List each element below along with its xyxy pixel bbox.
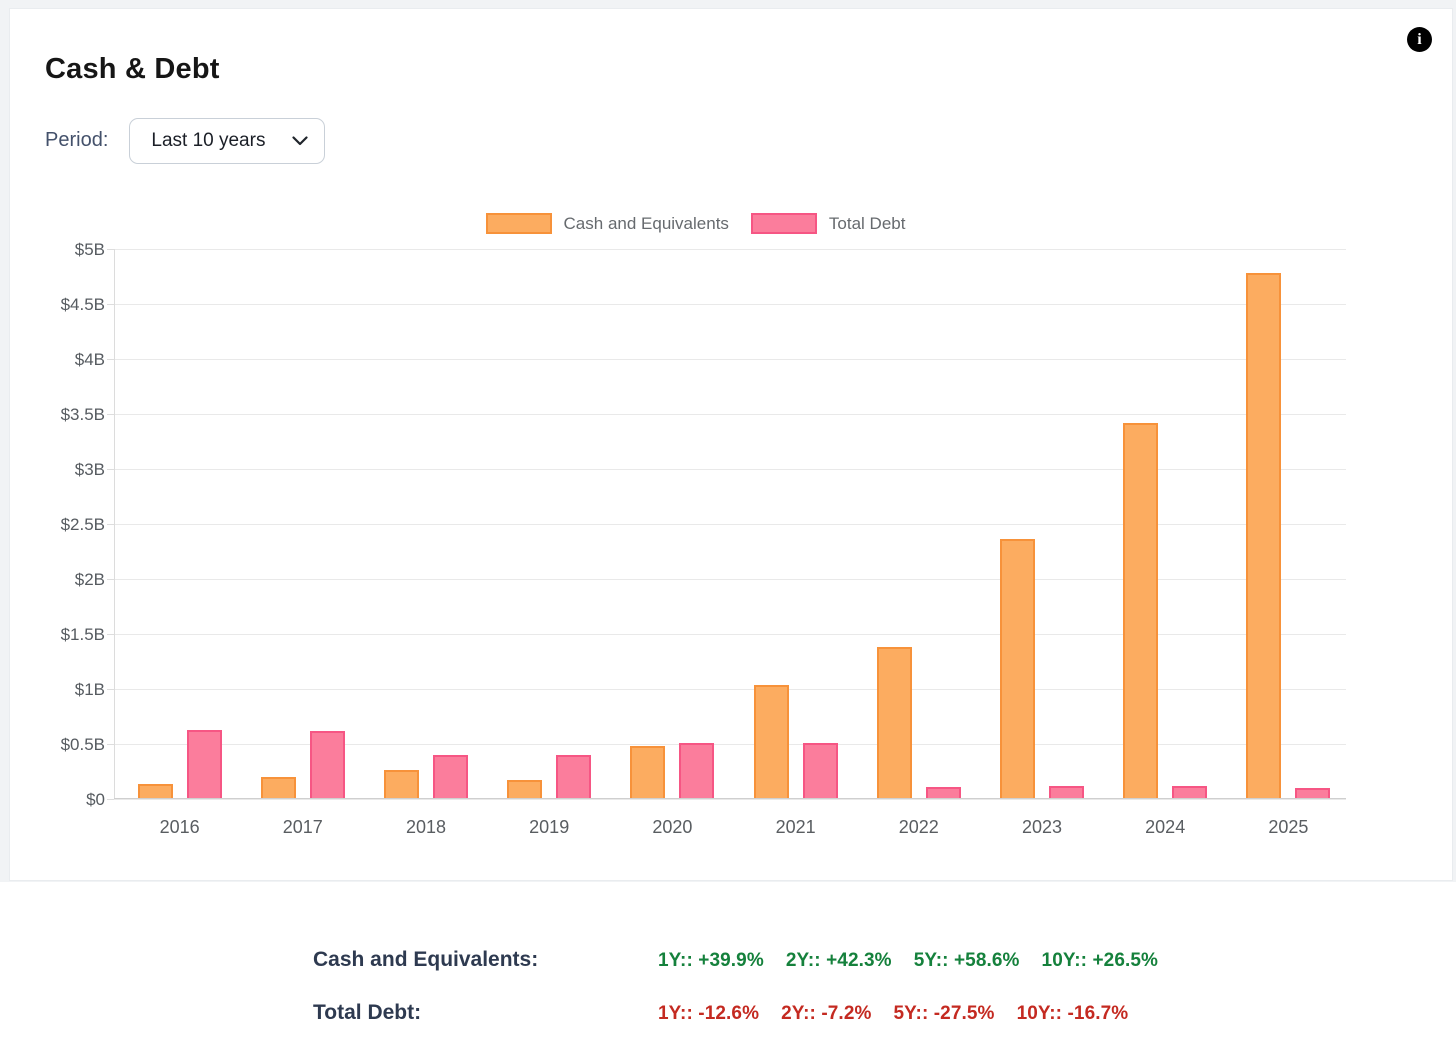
y-tick-mark bbox=[107, 413, 114, 415]
bar-cash-2022[interactable] bbox=[876, 647, 912, 799]
stat-item: 1Y:: -12.6% bbox=[658, 1003, 760, 1024]
y-axis-label: $0.5B bbox=[60, 735, 105, 754]
chevron-down-icon bbox=[292, 135, 308, 146]
gridline bbox=[114, 743, 1346, 745]
y-tick-mark bbox=[107, 798, 114, 800]
period-row: Period: Last 10 years bbox=[45, 117, 326, 164]
gridline bbox=[114, 358, 1346, 360]
legend-swatch-debt bbox=[750, 213, 817, 234]
page-title: Cash & Debt bbox=[45, 53, 220, 85]
stat-item: 10Y:: -16.7% bbox=[1016, 1003, 1129, 1024]
bar-cash-2016[interactable] bbox=[137, 784, 173, 799]
legend-label-cash: Cash and Equivalents bbox=[563, 213, 729, 233]
bar-cash-2021[interactable] bbox=[753, 685, 789, 799]
bar-debt-2016[interactable] bbox=[186, 730, 222, 799]
chart-legend: Cash and Equivalents Total Debt bbox=[45, 213, 1346, 234]
gridline bbox=[114, 468, 1346, 470]
y-tick-mark bbox=[107, 633, 114, 635]
stat-label-debt: Total Debt: bbox=[313, 1001, 422, 1024]
x-axis-label-2016: 2016 bbox=[159, 817, 200, 837]
x-axis-label-2024: 2024 bbox=[1145, 817, 1186, 837]
y-axis-label: $2B bbox=[74, 570, 105, 589]
y-tick-mark bbox=[107, 248, 114, 250]
stats-row-debt: Total Debt: 1Y:: -12.6% 2Y:: -7.2% 5Y:: -2… bbox=[313, 1001, 1413, 1025]
gridline bbox=[114, 688, 1346, 690]
bar-debt-2025[interactable] bbox=[1295, 788, 1331, 799]
x-axis-label-2025: 2025 bbox=[1268, 817, 1309, 837]
y-axis-label: $4B bbox=[74, 350, 105, 369]
y-axis-label: $3.5B bbox=[60, 405, 105, 424]
bar-chart: $0 $0.5B $1B $1.5B $2B $2.5B $3B $3.5B $4B $4.5B $… bbox=[45, 240, 1346, 861]
bar-debt-2019[interactable] bbox=[556, 755, 592, 799]
bar-cash-2024[interactable] bbox=[1123, 423, 1159, 799]
stat-item: 5Y:: +58.6% bbox=[913, 950, 1020, 971]
stat-item: 2Y:: +42.3% bbox=[785, 950, 892, 971]
stat-item: 2Y:: -7.2% bbox=[781, 1003, 872, 1024]
stat-item: 10Y:: +26.5% bbox=[1041, 950, 1159, 971]
bar-debt-2022[interactable] bbox=[925, 787, 961, 799]
y-axis-label: $5B bbox=[74, 240, 105, 259]
x-axis-label-2022: 2022 bbox=[898, 817, 939, 837]
bar-debt-2024[interactable] bbox=[1172, 786, 1208, 799]
y-axis-label: $2.5B bbox=[60, 515, 105, 534]
period-select-value: Last 10 years bbox=[151, 129, 266, 151]
period-label: Period: bbox=[45, 129, 109, 151]
bar-cash-2025[interactable] bbox=[1246, 273, 1282, 799]
info-icon[interactable]: i bbox=[1407, 27, 1432, 52]
gridline bbox=[114, 633, 1346, 635]
stat-label-cash: Cash and Equivalents: bbox=[313, 948, 539, 971]
gridline bbox=[114, 798, 1346, 800]
y-axis-label: $1B bbox=[74, 680, 105, 699]
y-axis-label: $0 bbox=[86, 790, 105, 809]
bar-cash-2023[interactable] bbox=[1000, 539, 1035, 799]
gridline bbox=[114, 578, 1346, 580]
y-tick-mark bbox=[107, 578, 114, 580]
period-select[interactable]: Last 10 years bbox=[129, 117, 326, 164]
y-tick-mark bbox=[107, 743, 114, 745]
x-axis-line bbox=[114, 798, 1346, 799]
bar-debt-2017[interactable] bbox=[309, 731, 345, 799]
x-axis-label-2020: 2020 bbox=[652, 817, 693, 837]
x-axis-label-2021: 2021 bbox=[775, 817, 816, 837]
y-axis-label: $1.5B bbox=[60, 625, 105, 644]
x-axis-label-2019: 2019 bbox=[529, 817, 570, 837]
cash-debt-card: i Cash & Debt Period: Last 10 years Cash… bbox=[9, 8, 1453, 881]
y-tick-mark bbox=[107, 358, 114, 360]
y-tick-mark bbox=[107, 468, 114, 470]
x-axis-label-2018: 2018 bbox=[405, 817, 447, 837]
bar-cash-2018[interactable] bbox=[384, 770, 419, 799]
y-axis-label: $4.5B bbox=[60, 295, 105, 314]
bar-cash-2017[interactable] bbox=[260, 777, 296, 799]
legend-label-debt: Total Debt bbox=[828, 213, 906, 233]
y-tick-mark bbox=[107, 523, 114, 525]
plot-area: $0 $0.5B $1B $1.5B $2B $2.5B $3B $3.5B $4B $4.5B $… bbox=[61, 240, 1346, 837]
stat-item: 1Y:: +39.9% bbox=[658, 950, 764, 971]
stat-values-debt: 1Y:: -12.6% 2Y:: -7.2% 5Y:: -27.5% 10Y:: -1… bbox=[658, 1003, 1128, 1025]
gridline bbox=[114, 523, 1346, 525]
legend-item-debt[interactable]: Total Debt bbox=[750, 213, 906, 234]
gridline bbox=[114, 248, 1346, 250]
bar-cash-2019[interactable] bbox=[507, 780, 543, 799]
bar-cash-2020[interactable] bbox=[630, 746, 666, 799]
stat-values-cash: 1Y:: +39.9% 2Y:: +42.3% 5Y:: +58.6% 10Y:: +… bbox=[658, 950, 1158, 972]
bar-debt-2021[interactable] bbox=[802, 743, 838, 799]
bar-debt-2018[interactable] bbox=[433, 755, 468, 799]
y-axis-label: $3B bbox=[74, 460, 105, 479]
gridline bbox=[114, 413, 1346, 415]
bar-debt-2020[interactable] bbox=[679, 743, 715, 799]
stat-item: 5Y:: -27.5% bbox=[893, 1003, 995, 1024]
bar-debt-2023[interactable] bbox=[1049, 786, 1084, 799]
y-axis-line bbox=[114, 249, 115, 799]
x-axis-label-2017: 2017 bbox=[282, 817, 323, 837]
legend-item-cash[interactable]: Cash and Equivalents bbox=[485, 213, 729, 234]
y-tick-mark bbox=[107, 303, 114, 305]
legend-swatch-cash bbox=[485, 213, 552, 234]
gridline bbox=[114, 303, 1346, 305]
y-tick-mark bbox=[107, 688, 114, 690]
x-axis-label-2023: 2023 bbox=[1021, 817, 1063, 837]
info-icon-glyph: i bbox=[1417, 30, 1422, 48]
stats-row-cash: Cash and Equivalents: 1Y:: +39.9% 2Y:: +4… bbox=[313, 948, 1413, 972]
